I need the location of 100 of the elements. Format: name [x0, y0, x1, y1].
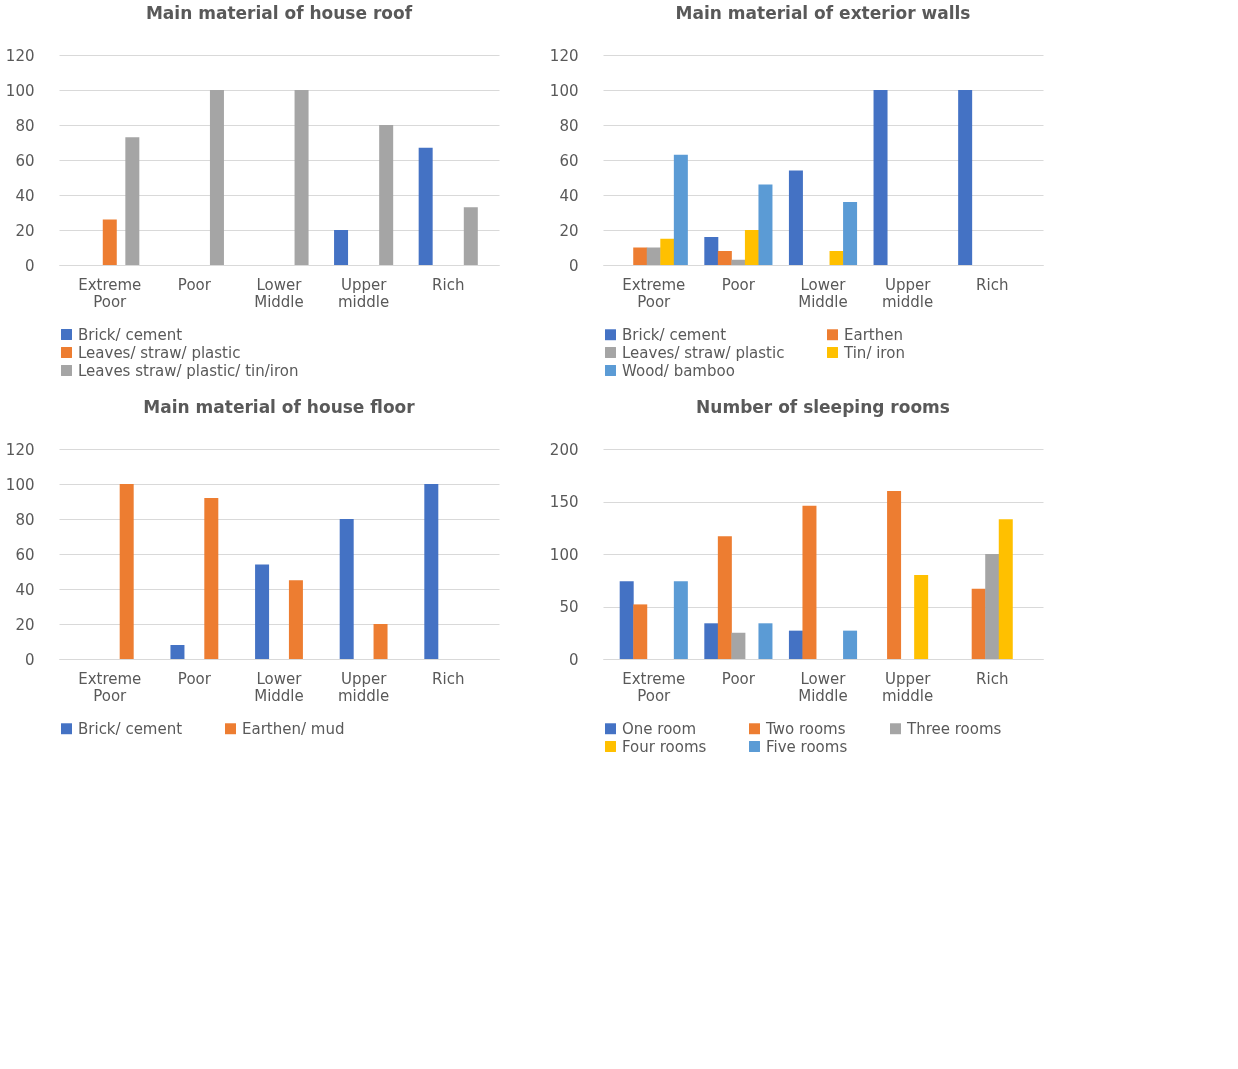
bar [373, 624, 388, 659]
bar [788, 630, 803, 659]
x-tick-label: Poor [177, 669, 212, 688]
bar [619, 581, 634, 659]
bar [379, 125, 394, 265]
legend-label: Leaves straw/ plastic/ tin/iron [78, 361, 299, 380]
x-tick-label: Extreme Poor [78, 669, 142, 705]
y-tick-label: 150 [549, 493, 579, 511]
y-tick-label: 100 [5, 81, 35, 100]
x-tick-label: Upper middle [882, 669, 934, 705]
bar [843, 630, 858, 659]
x-tick-label: Poor [721, 275, 756, 294]
bar [717, 251, 732, 265]
y-tick-label: 20 [15, 221, 35, 240]
bar [294, 90, 309, 265]
y-tick-label: 60 [15, 545, 35, 564]
bar [731, 632, 746, 659]
y-tick-label: 20 [15, 615, 35, 634]
x-tick-label: Upper middle [338, 275, 390, 311]
bar [971, 588, 986, 659]
legend-label: Leaves/ straw/ plastic [78, 343, 241, 362]
bar [339, 519, 354, 659]
x-tick-label: Lower Middle [254, 669, 304, 705]
bar [204, 498, 219, 659]
x-tick-label: Rich [432, 669, 465, 688]
bar [758, 623, 773, 659]
y-tick-label: 20 [559, 221, 579, 240]
x-tick-label: Lower Middle [798, 669, 848, 705]
y-tick-label: 40 [15, 580, 35, 599]
bar [646, 247, 661, 265]
bar [717, 536, 732, 659]
bar [255, 564, 270, 659]
legend-label: Brick/ cement [622, 325, 727, 344]
bar [660, 238, 675, 265]
y-tick-label: 50 [559, 598, 579, 616]
y-tick-label: 0 [568, 256, 579, 275]
legend-label: Wood/ bamboo [622, 361, 735, 380]
bar [125, 137, 140, 265]
bar [633, 247, 648, 265]
bar [704, 237, 719, 265]
chart-title: Main material of house roof [145, 3, 413, 23]
x-tick-label: Extreme Poor [622, 275, 686, 311]
y-tick-label: 120 [5, 46, 35, 65]
y-tick-label: 40 [15, 186, 35, 205]
bar [843, 202, 858, 265]
y-tick-label: 60 [559, 151, 579, 170]
bar [998, 519, 1013, 659]
x-tick-label: Extreme Poor [78, 275, 142, 311]
legend-label: Brick/ cement [78, 719, 183, 738]
legend-label: Leaves/ straw/ plastic [622, 343, 785, 362]
bar [744, 230, 759, 265]
chart-title: Main material of exterior walls [675, 3, 971, 23]
x-tick-label: Rich [976, 275, 1009, 294]
bar [958, 90, 973, 265]
y-tick-label: 80 [559, 116, 579, 135]
bar [788, 170, 803, 265]
bar [802, 505, 817, 659]
bar [731, 259, 746, 265]
y-tick-label: 120 [549, 46, 579, 65]
bar [102, 219, 117, 265]
y-tick-label: 60 [15, 151, 35, 170]
y-tick-label: 120 [5, 440, 35, 459]
bar [288, 580, 303, 659]
bar [209, 90, 224, 265]
x-tick-label: Poor [721, 669, 756, 688]
x-tick-label: Poor [177, 275, 212, 294]
y-tick-label: 0 [568, 650, 579, 669]
x-tick-label: Extreme Poor [622, 669, 686, 705]
bar [633, 604, 648, 659]
legend-label: Five rooms [766, 737, 848, 756]
bar [673, 154, 688, 265]
y-tick-label: 40 [559, 186, 579, 205]
bar [334, 230, 349, 265]
legend-label: Earthen [844, 325, 903, 344]
x-tick-label: Lower Middle [254, 275, 304, 311]
legend-label: Tin/ iron [843, 343, 905, 362]
bar [887, 491, 902, 659]
legend-label: One room [622, 719, 697, 738]
bar [673, 581, 688, 659]
x-tick-label: Lower Middle [798, 275, 848, 311]
bar [829, 251, 844, 265]
bar [463, 207, 478, 265]
legend-label: Three rooms [906, 719, 1002, 738]
legend-label: Brick/ cement [78, 325, 183, 344]
legend-label: Four rooms [622, 737, 707, 756]
y-tick-label: 100 [549, 81, 579, 100]
bar [424, 484, 439, 659]
x-tick-label: Rich [976, 669, 1009, 688]
y-tick-label: 100 [5, 475, 35, 494]
bar [704, 623, 719, 659]
bar [985, 554, 1000, 659]
legend-label: Two rooms [765, 719, 846, 738]
bar [119, 484, 134, 659]
y-tick-label: 80 [15, 116, 35, 135]
x-tick-label: Rich [432, 275, 465, 294]
chart-title: Number of sleeping rooms [696, 397, 950, 417]
bar [758, 184, 773, 265]
bar [914, 575, 929, 659]
bar [873, 90, 888, 265]
y-tick-label: 80 [15, 510, 35, 529]
